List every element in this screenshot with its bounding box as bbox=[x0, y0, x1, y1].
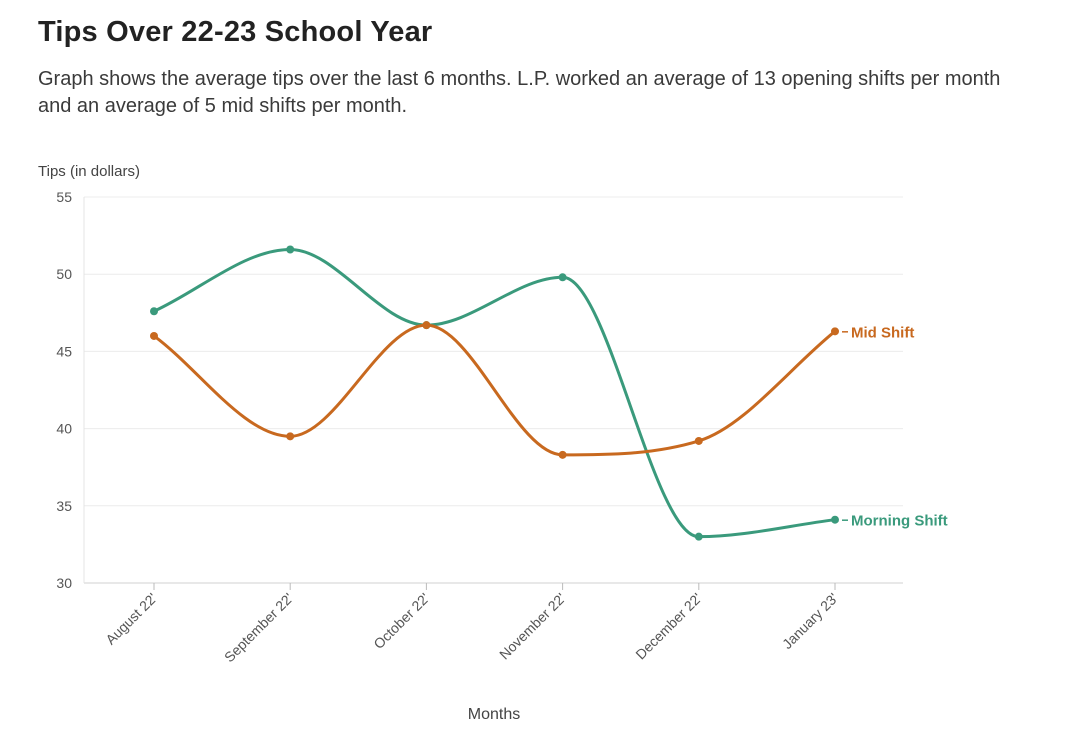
x-axis-ticks: August 22' September 22' October 22' Novemb… bbox=[102, 583, 841, 665]
x-axis-label: Months bbox=[468, 706, 520, 723]
morning-shift-point bbox=[150, 307, 158, 316]
mid-shift-point bbox=[831, 327, 839, 336]
morning-shift-label: Morning Shift bbox=[851, 513, 948, 530]
mid-shift-point bbox=[694, 436, 703, 445]
mid-shift-point bbox=[558, 450, 567, 459]
mid-shift-point bbox=[422, 321, 431, 330]
mid-shift-point bbox=[150, 331, 158, 340]
series-group: Morning Shift Mid Shift bbox=[150, 245, 948, 541]
mid-shift-point bbox=[286, 432, 295, 441]
y-axis-ticks: 30 35 40 45 50 55 bbox=[56, 189, 72, 591]
chart-title: Tips Over 22-23 School Year bbox=[38, 16, 433, 48]
y-tick-label: 40 bbox=[56, 421, 72, 437]
y-tick-label: 35 bbox=[56, 498, 72, 514]
morning-shift-point bbox=[558, 273, 567, 282]
y-tick-label: 50 bbox=[56, 266, 72, 282]
x-tick-label: October 22' bbox=[370, 590, 432, 652]
x-tick-label: August 22' bbox=[102, 590, 160, 648]
morning-shift-line bbox=[152, 247, 837, 539]
x-tick-label: November 22' bbox=[496, 590, 569, 663]
y-tick-label: 45 bbox=[56, 343, 72, 359]
x-tick-label: December 22' bbox=[632, 590, 705, 663]
y-tick-label: 55 bbox=[56, 189, 72, 205]
y-axis-label: Tips (in dollars) bbox=[38, 163, 140, 180]
gridlines bbox=[83, 196, 903, 584]
chart-subtitle: Graph shows the average tips over the la… bbox=[38, 68, 1001, 117]
morning-shift-point bbox=[694, 532, 703, 541]
x-tick-label: September 22' bbox=[221, 590, 296, 665]
morning-shift-point bbox=[831, 515, 839, 524]
mid-shift-line bbox=[152, 323, 837, 457]
x-tick-label: January 23' bbox=[779, 590, 841, 652]
y-tick-label: 30 bbox=[56, 575, 72, 591]
morning-shift-point bbox=[286, 245, 295, 254]
mid-shift-label: Mid Shift bbox=[851, 324, 914, 341]
